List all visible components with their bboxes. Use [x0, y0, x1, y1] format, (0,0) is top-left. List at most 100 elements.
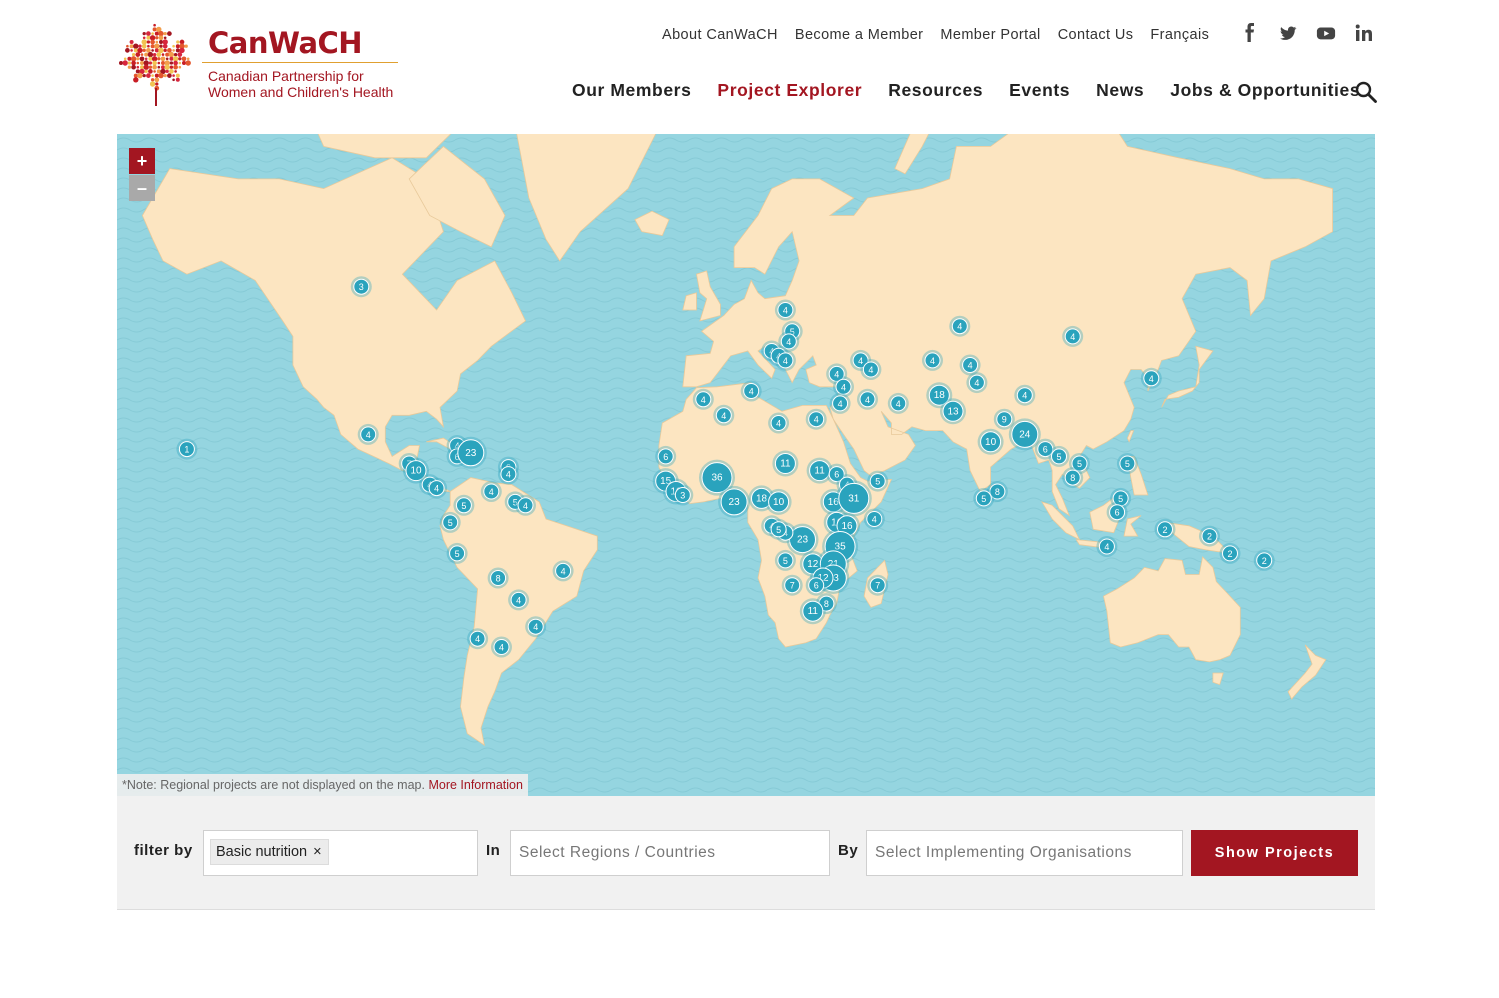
linkedin-icon[interactable] — [1354, 22, 1374, 44]
project-cluster[interactable]: 10 — [403, 457, 429, 484]
project-cluster[interactable]: 4 — [480, 481, 502, 502]
more-information-link[interactable]: More Information — [428, 778, 523, 792]
project-cluster[interactable]: 4 — [829, 392, 851, 414]
project-cluster[interactable]: 5 — [1069, 453, 1090, 474]
project-cluster[interactable]: 5 — [446, 542, 468, 564]
project-cluster[interactable]: 8 — [1062, 467, 1084, 489]
organisation-select[interactable]: Select Implementing Organisations — [866, 830, 1183, 876]
project-cluster[interactable]: 4 — [525, 616, 547, 638]
zoom-out-button[interactable]: – — [129, 175, 155, 201]
nav-contact-link[interactable]: Contact Us — [1057, 27, 1134, 43]
project-cluster[interactable]: 6 — [1106, 501, 1128, 523]
project-cluster[interactable]: 4 — [774, 349, 796, 371]
project-cluster[interactable]: 6 — [655, 445, 677, 467]
project-cluster[interactable]: 7 — [867, 574, 889, 596]
project-cluster[interactable]: 24 — [1008, 418, 1041, 451]
nav-our-members[interactable]: Our Members — [572, 80, 692, 100]
nav-about-link[interactable]: About CanWaCH — [662, 27, 778, 43]
project-cluster[interactable]: 23 — [786, 523, 819, 556]
project-cluster[interactable]: 6 — [805, 574, 827, 596]
project-cluster[interactable]: 8 — [986, 481, 1008, 502]
project-cluster[interactable]: 4 — [1062, 325, 1084, 347]
project-cluster[interactable]: 4 — [805, 408, 827, 430]
project-cluster[interactable]: 4 — [357, 423, 379, 445]
project-cluster[interactable]: 2 — [1199, 525, 1220, 547]
project-cluster[interactable]: 11 — [799, 598, 826, 625]
nav-jobs-opportunities[interactable]: Jobs & Opportunities — [1170, 80, 1361, 100]
project-cluster[interactable]: 4 — [959, 354, 981, 376]
project-cluster[interactable]: 5 — [1116, 453, 1138, 474]
project-cluster[interactable]: 4 — [922, 349, 943, 371]
project-cluster[interactable]: 5 — [453, 494, 475, 516]
project-cluster[interactable]: 10 — [765, 488, 792, 515]
project-cluster[interactable]: 36 — [699, 459, 735, 496]
project-cluster[interactable]: 4 — [863, 508, 885, 530]
nav-events[interactable]: Events — [1009, 80, 1071, 100]
project-cluster[interactable]: 4 — [508, 589, 530, 611]
nav-member-portal-link[interactable]: Member Portal — [940, 27, 1041, 43]
search-icon[interactable] — [1354, 80, 1378, 104]
remove-tag-icon[interactable]: × — [313, 844, 322, 860]
facebook-icon[interactable] — [1240, 22, 1260, 44]
project-cluster[interactable]: 10 — [977, 428, 1004, 455]
language-toggle-link[interactable]: Français — [1150, 27, 1210, 43]
twitter-icon[interactable] — [1278, 22, 1298, 44]
project-cluster[interactable]: 4 — [692, 388, 714, 410]
world-map[interactable]: 3147104446236445545584444445444444444441… — [117, 134, 1375, 796]
project-cluster[interactable]: 13 — [940, 398, 966, 425]
project-cluster[interactable]: 4 — [966, 372, 988, 394]
project-cluster[interactable]: 4 — [1096, 536, 1118, 557]
project-cluster[interactable]: 2 — [1154, 518, 1176, 540]
project-cluster[interactable]: 4 — [833, 376, 854, 398]
project-cluster[interactable]: 5 — [973, 487, 995, 509]
show-projects-button[interactable]: Show Projects — [1191, 830, 1358, 876]
project-cluster[interactable]: 18 — [748, 485, 775, 512]
project-cluster[interactable]: 5 — [768, 518, 790, 540]
project-cluster[interactable]: 4 — [1140, 367, 1162, 389]
zoom-in-button[interactable]: + — [129, 148, 155, 174]
project-cluster[interactable]: 5 — [439, 511, 461, 533]
project-cluster[interactable]: 3 — [350, 276, 372, 298]
project-cluster[interactable]: 4 — [887, 392, 909, 414]
nav-project-explorer[interactable]: Project Explorer — [717, 80, 863, 100]
project-cluster[interactable]: 4 — [774, 299, 796, 321]
project-cluster[interactable]: 2 — [1219, 542, 1241, 564]
project-cluster[interactable]: 4 — [1014, 384, 1036, 406]
youtube-icon[interactable] — [1316, 22, 1336, 44]
project-cluster[interactable]: 4 — [426, 477, 448, 499]
project-cluster[interactable]: 4 — [768, 412, 790, 434]
project-cluster[interactable]: 4 — [949, 315, 971, 337]
project-cluster[interactable]: 4 — [497, 463, 519, 485]
project-cluster[interactable]: 31 — [835, 480, 872, 517]
project-cluster[interactable]: 4 — [552, 560, 574, 582]
project-cluster[interactable]: 11 — [772, 450, 799, 477]
canwach-logo[interactable]: CanWaCH Canadian Partnership for Women a… — [116, 18, 406, 108]
nav-become-member-link[interactable]: Become a Member — [794, 27, 924, 43]
project-cluster[interactable]: 9 — [993, 408, 1015, 430]
region-select[interactable]: Select Regions / Countries — [510, 830, 830, 876]
nav-news[interactable]: News — [1096, 80, 1145, 100]
project-cluster[interactable]: 23 — [718, 485, 751, 518]
project-cluster[interactable]: 5 — [867, 470, 889, 492]
project-cluster[interactable]: 11 — [806, 457, 833, 484]
project-cluster[interactable]: 5 — [774, 549, 796, 571]
project-cluster[interactable]: 4 — [467, 628, 489, 650]
nav-resources[interactable]: Resources — [888, 80, 984, 100]
project-cluster[interactable]: 23 — [454, 436, 487, 469]
project-cluster[interactable]: 2 — [1253, 549, 1275, 571]
project-map[interactable]: 3147104446236445545584444445444444444441… — [117, 134, 1375, 796]
project-cluster[interactable]: 4 — [515, 494, 536, 516]
project-cluster[interactable]: 8 — [487, 567, 509, 589]
project-cluster[interactable]: 4 — [740, 380, 762, 402]
project-cluster[interactable]: 18 — [926, 382, 953, 409]
project-cluster[interactable]: 4 — [857, 388, 878, 410]
project-cluster[interactable]: 4 — [713, 404, 735, 426]
project-cluster[interactable]: 3 — [672, 484, 694, 506]
project-cluster[interactable]: 4 — [778, 330, 800, 352]
topic-select[interactable]: Basic nutrition × — [203, 830, 478, 876]
project-cluster[interactable]: 4 — [491, 636, 512, 658]
project-cluster[interactable]: 5 — [1048, 445, 1070, 467]
project-cluster[interactable]: 1 — [176, 438, 198, 460]
project-cluster[interactable]: 4 — [860, 359, 882, 380]
project-cluster[interactable]: 7 — [781, 574, 803, 596]
